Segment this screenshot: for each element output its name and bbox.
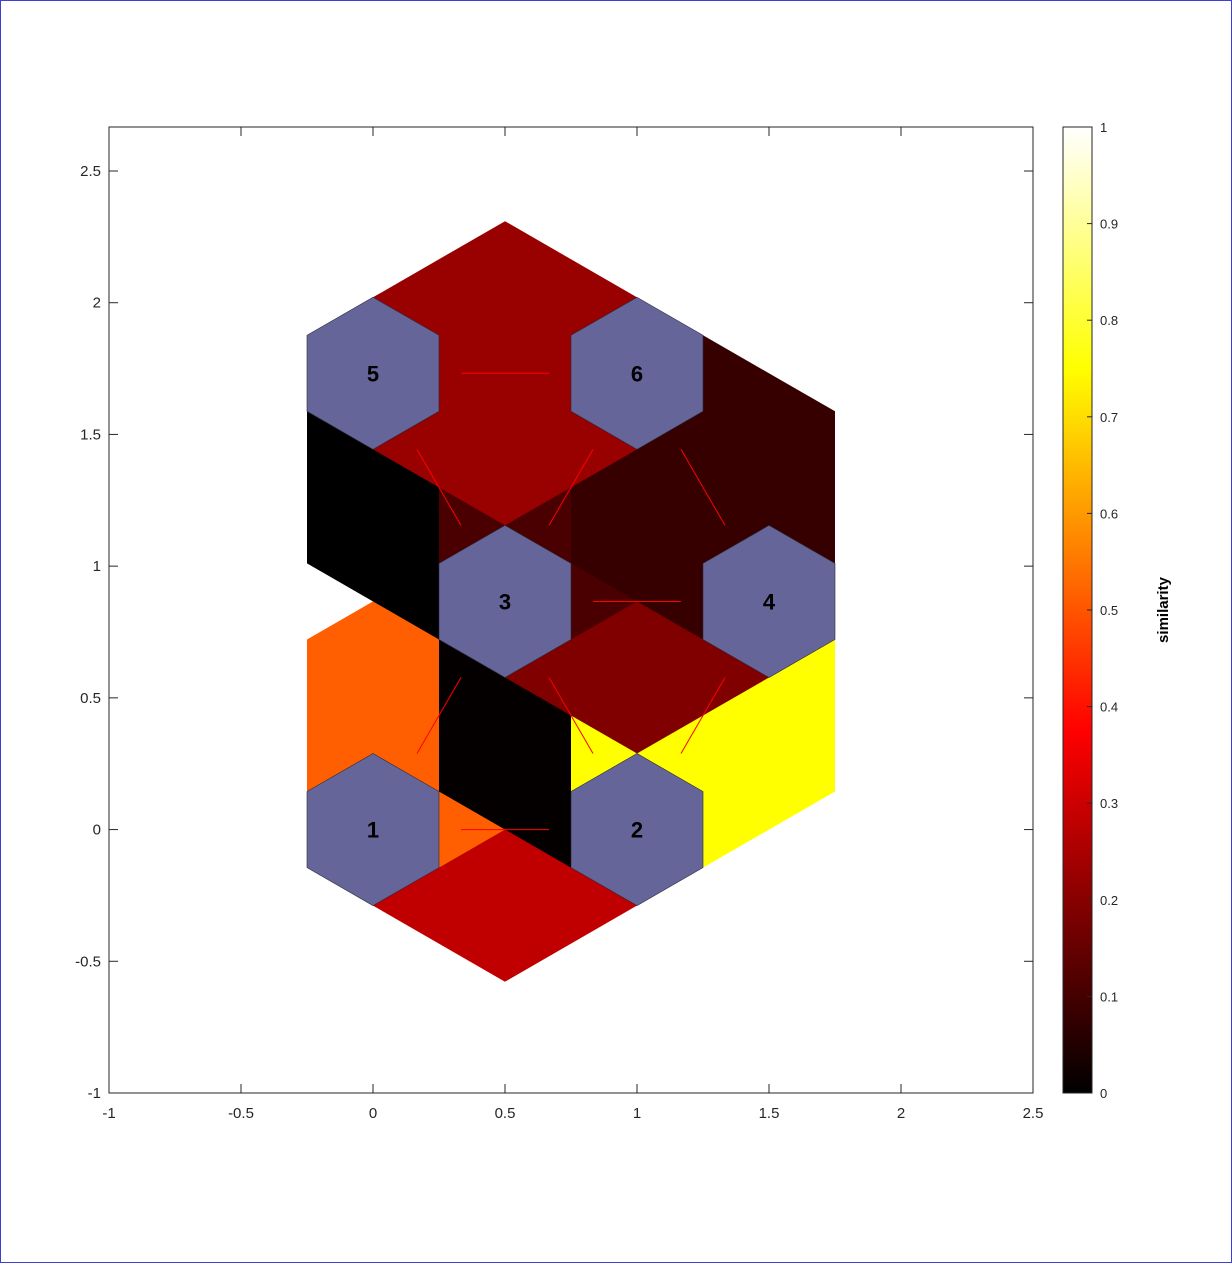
neuron-hex-6 xyxy=(570,296,704,450)
x-tick-label: 2 xyxy=(897,1105,905,1122)
y-tick-label: 1 xyxy=(93,558,101,575)
y-tick-label: 0.5 xyxy=(80,690,101,707)
x-tick-label: -1 xyxy=(102,1105,115,1122)
neuron-label-5: 5 xyxy=(367,361,379,386)
y-tick-label: 2 xyxy=(93,295,101,312)
neuron-hex-3 xyxy=(438,525,572,678)
link-line-3-5 xyxy=(416,449,462,526)
link-line-4-6 xyxy=(680,449,726,526)
axes-box xyxy=(108,126,1034,1094)
x-tick-label: 2.5 xyxy=(1023,1105,1044,1122)
neuron-label-3: 3 xyxy=(499,589,511,614)
x-tick-label: 1.5 xyxy=(759,1105,780,1122)
y-tick-label: 0 xyxy=(93,822,101,839)
colorbar-tick-label: 0.5 xyxy=(1100,603,1118,618)
y-tick-label: 2.5 xyxy=(80,163,101,180)
colorbar-tick-label: 0.2 xyxy=(1100,893,1118,908)
x-tick-label: 0.5 xyxy=(495,1105,516,1122)
x-tick-label: 0 xyxy=(369,1105,377,1122)
link-line-1-3 xyxy=(416,677,462,754)
neuron-label-4: 4 xyxy=(763,589,776,614)
link-line-2-4 xyxy=(680,677,726,754)
neuron-label-6: 6 xyxy=(631,361,643,386)
axes: -1 -0.5 0 0.5 1 1.5 2 2.5 -1 -0.5 0 0.5 1 1.5 2 2.5 xyxy=(75,126,1044,1122)
link-line-2-3 xyxy=(548,677,594,754)
neuron-label-2: 2 xyxy=(631,818,643,843)
colorbar-tick-label: 0.9 xyxy=(1100,217,1118,232)
x-tick-label: -0.5 xyxy=(228,1105,254,1122)
x-tick-label: 1 xyxy=(633,1105,641,1122)
neuron-hex-2 xyxy=(570,753,704,906)
y-tick-label: 1.5 xyxy=(80,426,101,443)
link-line-3-6 xyxy=(548,449,594,526)
colorbar-title: similarity xyxy=(1155,576,1172,643)
colorbar: 0 0.1 0.2 0.3 0.4 0.5 0.6 0.7 0.8 0.9 1 similarity xyxy=(1062,120,1172,1101)
colorbar-tick-label: 1 xyxy=(1100,120,1107,135)
colorbar-tick-label: 0.1 xyxy=(1100,989,1118,1004)
y-tick-label: -0.5 xyxy=(75,953,101,970)
neuron-hex-5 xyxy=(306,296,440,450)
colorbar-tick-label: 0.3 xyxy=(1100,796,1118,811)
neuron-label-1: 1 xyxy=(367,818,379,843)
colorbar-tick-label: 0 xyxy=(1100,1086,1107,1101)
neuron-hex-1 xyxy=(306,753,440,906)
y-tick-label: -1 xyxy=(88,1085,101,1102)
colorbar-tick-label: 0.7 xyxy=(1100,410,1118,425)
plot-area: 1 2 3 4 5 6 xyxy=(306,221,836,982)
neuron-hex-4 xyxy=(702,525,836,678)
colorbar-tick-label: 0.6 xyxy=(1100,506,1118,521)
colorbar-tick-label: 0.4 xyxy=(1100,700,1118,715)
colorbar-tick-label: 0.8 xyxy=(1100,313,1118,328)
